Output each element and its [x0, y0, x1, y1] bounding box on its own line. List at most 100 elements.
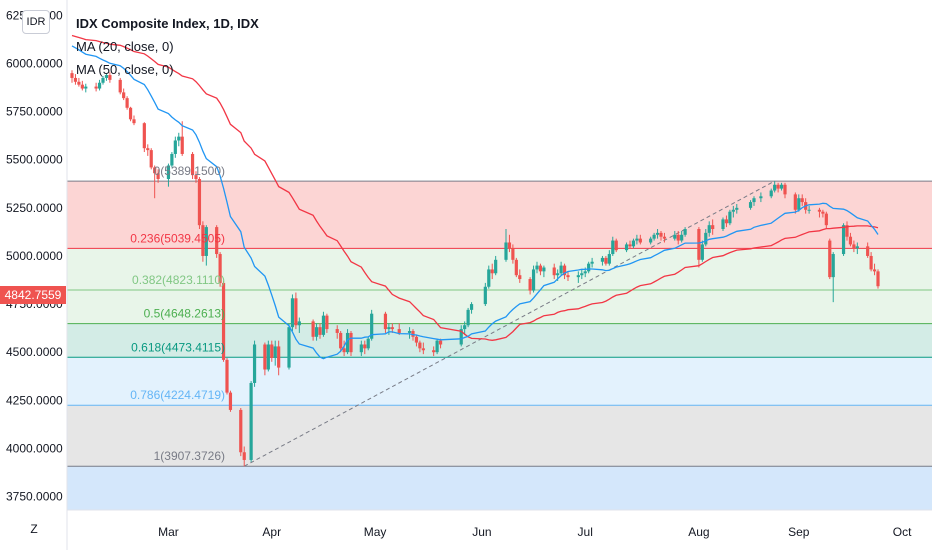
candle-body	[242, 452, 246, 460]
candle-body	[397, 329, 401, 333]
candles	[70, 70, 880, 467]
candle-body	[204, 227, 208, 256]
candle-body	[318, 327, 322, 335]
candle-body	[432, 350, 436, 353]
x-tick-label: Sep	[788, 525, 810, 539]
y-tick-label: 4500.0000	[6, 345, 63, 359]
x-tick-label: Mar	[158, 525, 179, 539]
candle-body	[314, 327, 319, 337]
candle-body	[469, 304, 474, 310]
candle-body	[779, 184, 784, 189]
candle-body	[483, 286, 487, 305]
fib-label-0.236: 0.236(5039.4505)	[130, 231, 225, 245]
candle-body	[170, 153, 174, 166]
candle-body	[438, 340, 443, 345]
candle-body	[335, 329, 339, 333]
candle-body	[876, 271, 880, 287]
candle-body	[325, 315, 329, 330]
candle-body	[494, 259, 498, 274]
fib-label-0.786: 0.786(4224.4719)	[130, 388, 225, 402]
ma50-label[interactable]: MA (50, close, 0)	[76, 62, 174, 77]
candle-body	[624, 244, 629, 251]
candle-body	[559, 265, 563, 274]
ma20-line	[71, 45, 879, 360]
candle-body	[221, 282, 226, 360]
candle-body	[748, 202, 753, 208]
candle-body	[514, 259, 518, 276]
fib-band-0.618	[67, 357, 932, 406]
fib-label-0.618: 0.618(4473.4115)	[131, 340, 225, 354]
candle-body	[273, 346, 277, 358]
chart-legend: IDX Composite Index, 1D, IDX MA (20, clo…	[76, 12, 259, 81]
candle-body	[435, 340, 439, 353]
candle-body	[418, 342, 422, 349]
candle-body	[321, 315, 326, 335]
candle-body	[349, 332, 353, 353]
candle-body	[614, 240, 618, 251]
candle-body	[828, 240, 832, 278]
candle-body	[104, 75, 109, 78]
candle-body	[611, 240, 615, 255]
candle-body	[566, 275, 570, 278]
candle-body	[821, 211, 825, 214]
candle-body	[339, 332, 343, 349]
candle-body	[831, 254, 835, 278]
candle-body	[180, 136, 184, 154]
candle-body	[783, 184, 787, 195]
candle-body	[466, 309, 470, 326]
candle-body	[146, 148, 150, 151]
candle-body	[463, 325, 467, 330]
candle-body	[70, 73, 74, 78]
candle-body	[507, 242, 512, 249]
candle-body	[249, 382, 253, 460]
candle-body	[77, 81, 81, 85]
scale-z-button[interactable]: Z	[30, 522, 38, 536]
candle-body	[697, 229, 701, 260]
candle-body	[683, 229, 687, 235]
candle-body	[101, 77, 105, 83]
candle-body	[587, 263, 591, 272]
candle-body	[504, 242, 508, 260]
candle-body	[631, 240, 636, 247]
y-tick-label: 3750.0000	[6, 490, 63, 504]
moving-averages	[71, 34, 879, 360]
candle-body	[869, 255, 873, 270]
candle-body	[228, 392, 233, 410]
ma20-label[interactable]: MA (20, close, 0)	[76, 39, 174, 54]
candle-body	[263, 344, 267, 370]
candle-body	[287, 327, 291, 368]
candle-body	[239, 409, 243, 453]
candle-body	[562, 265, 567, 276]
candle-body	[411, 331, 415, 337]
candle-body	[490, 269, 494, 274]
candle-body	[711, 225, 715, 230]
candle-body	[649, 238, 653, 243]
y-tick-label: 5500.0000	[6, 153, 63, 167]
candle-body	[800, 198, 804, 203]
candle-body	[225, 359, 229, 393]
candle-body	[673, 234, 677, 239]
y-tick-label: 4250.0000	[6, 393, 63, 407]
fib-lines	[67, 180, 932, 467]
candle-body	[797, 198, 801, 210]
candle-body	[387, 327, 391, 330]
candle-body	[363, 344, 367, 349]
candle-body	[345, 332, 350, 353]
candle-body	[538, 265, 543, 272]
candle-body	[218, 254, 222, 283]
currency-unit-button[interactable]: IDR	[22, 10, 50, 34]
candle-body	[359, 344, 363, 353]
candle-body	[793, 194, 797, 210]
trend-line	[243, 180, 775, 467]
x-tick-label: Aug	[688, 525, 709, 539]
candle-body	[848, 236, 853, 245]
candle-body	[583, 271, 587, 274]
candle-body	[277, 346, 281, 368]
candle-body	[108, 75, 112, 80]
candle-body	[518, 275, 522, 280]
candle-body	[776, 184, 780, 189]
candle-body	[252, 344, 257, 383]
candle-body	[604, 257, 608, 264]
candle-body	[97, 82, 102, 89]
